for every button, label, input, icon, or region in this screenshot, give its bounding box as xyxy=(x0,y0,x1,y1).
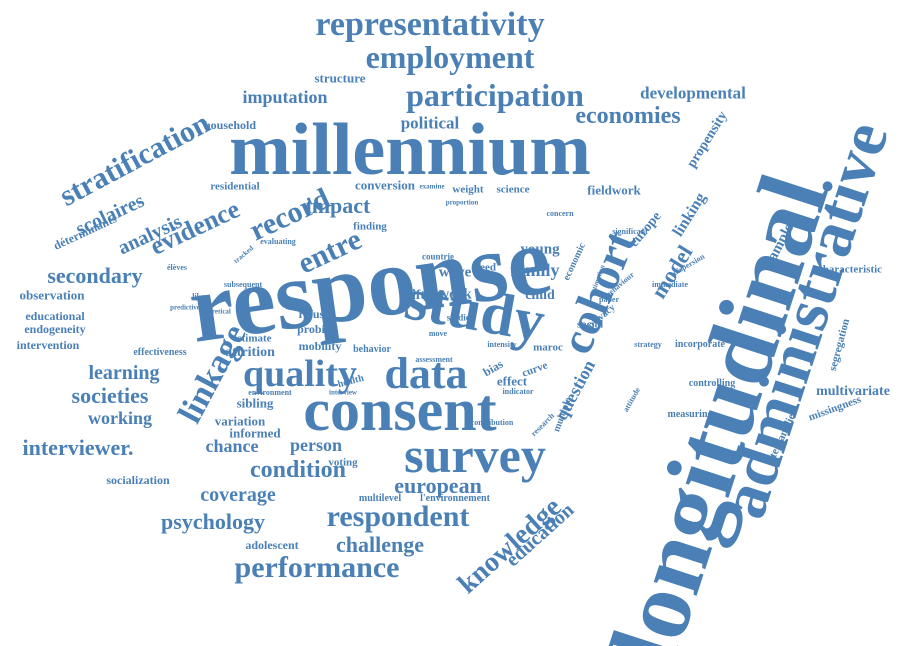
word-27: challenge xyxy=(336,532,424,557)
word-31: learning xyxy=(88,362,160,384)
word-6: survey xyxy=(404,427,546,483)
word-49: endogeneity xyxy=(24,322,86,336)
word-90: behavior xyxy=(353,344,391,355)
word-29: impact xyxy=(305,193,371,218)
word-109: paper xyxy=(599,295,619,304)
word-94: evaluating xyxy=(260,237,296,246)
word-59: propensity xyxy=(684,108,731,171)
word-36: developmental xyxy=(640,83,746,103)
word-51: socialization xyxy=(106,473,170,487)
word-46: attrition xyxy=(225,345,275,360)
word-80: finding xyxy=(353,220,387,233)
word-69: wave xyxy=(438,264,472,281)
word-65: measuring xyxy=(667,409,713,420)
word-15: economies xyxy=(575,103,681,129)
word-116: significant xyxy=(612,227,648,236)
word-25: societies xyxy=(71,383,149,408)
word-108: social xyxy=(576,318,604,331)
word-102: assessment xyxy=(415,355,453,364)
word-96: predictive xyxy=(170,303,200,312)
word-92: élèves xyxy=(167,263,187,272)
word-118: weight xyxy=(452,183,484,196)
word-40: working xyxy=(87,408,153,428)
word-23: secondary xyxy=(47,263,143,288)
word-64: controlling xyxy=(688,378,736,389)
word-55: informed xyxy=(229,425,281,441)
word-56: fieldwork xyxy=(587,182,641,198)
word-103: countrie xyxy=(422,251,454,262)
word-53: sibling xyxy=(236,395,274,411)
word-83: maroc xyxy=(533,341,563,354)
word-11: data xyxy=(384,349,468,398)
word-74: mobility xyxy=(298,339,342,353)
word-104: move xyxy=(428,329,448,338)
word-75: estimate xyxy=(232,332,272,345)
word-70: fifth xyxy=(407,288,433,303)
word-119: science xyxy=(496,183,530,196)
word-24: european xyxy=(394,473,482,498)
word-58: linking xyxy=(669,189,710,240)
word-3: consent xyxy=(303,377,497,443)
word-98: environment xyxy=(248,388,292,397)
word-101: indicator xyxy=(502,387,534,396)
word-88: incorporate xyxy=(675,339,725,350)
word-99: interview xyxy=(329,388,357,397)
word-50: intervention xyxy=(16,338,80,352)
word-10: participation xyxy=(406,77,584,113)
word-122: proportion xyxy=(445,198,479,207)
word-127: likes xyxy=(192,292,208,301)
word-71: child xyxy=(525,288,555,303)
word-100: contribution xyxy=(470,418,514,427)
word-42: person xyxy=(289,435,343,455)
word-47: observation xyxy=(19,287,85,303)
word-120: concern xyxy=(546,209,574,218)
word-113: attitude xyxy=(621,385,643,414)
word-81: effect xyxy=(496,373,528,389)
word-114: immediate xyxy=(652,280,688,289)
word-30: coverage xyxy=(200,484,276,506)
word-35: imputation xyxy=(242,87,328,107)
word-84: curve xyxy=(520,359,550,380)
word-54: variation xyxy=(214,413,266,429)
word-17: performance xyxy=(234,551,400,584)
word-48: educational xyxy=(25,309,85,323)
word-9: employment xyxy=(365,39,535,75)
word-85: voting xyxy=(328,456,358,469)
word-86: multilevel xyxy=(358,493,402,504)
word-87: l'environnement xyxy=(420,493,490,504)
word-72: refusal xyxy=(298,307,334,321)
word-76: effectiveness xyxy=(133,347,187,358)
word-78: residential xyxy=(210,180,260,193)
word-68: work xyxy=(438,286,472,303)
word-73: probit xyxy=(297,322,329,336)
word-41: chance xyxy=(205,436,259,456)
word-105: need xyxy=(474,261,496,274)
word-38: structure xyxy=(314,70,366,86)
word-77: conversion xyxy=(355,177,415,193)
word-8: representativity xyxy=(315,6,545,43)
word-16: respondent xyxy=(326,500,470,533)
word-60: characteristic xyxy=(817,263,883,276)
word-52: adolescent xyxy=(245,538,299,552)
word-66: family xyxy=(510,260,560,280)
word-26: psychology xyxy=(161,509,265,534)
word-89: strategy xyxy=(634,340,662,349)
word-39: household xyxy=(203,118,257,132)
word-106: studies xyxy=(446,312,474,323)
word-124: intensity xyxy=(487,340,517,349)
word-45: multivariate xyxy=(816,384,890,399)
word-21: condition xyxy=(249,457,347,483)
word-2: millennium xyxy=(229,109,591,191)
word-7: cohort xyxy=(549,223,646,361)
word-13: quality xyxy=(242,353,358,395)
word-93: subsequent xyxy=(223,280,263,289)
word-22: interviewer. xyxy=(22,435,134,460)
word-121: examine xyxy=(419,182,445,191)
word-67: young xyxy=(520,241,560,258)
word-97: theoretical xyxy=(199,307,231,316)
word-37: political xyxy=(400,113,460,133)
